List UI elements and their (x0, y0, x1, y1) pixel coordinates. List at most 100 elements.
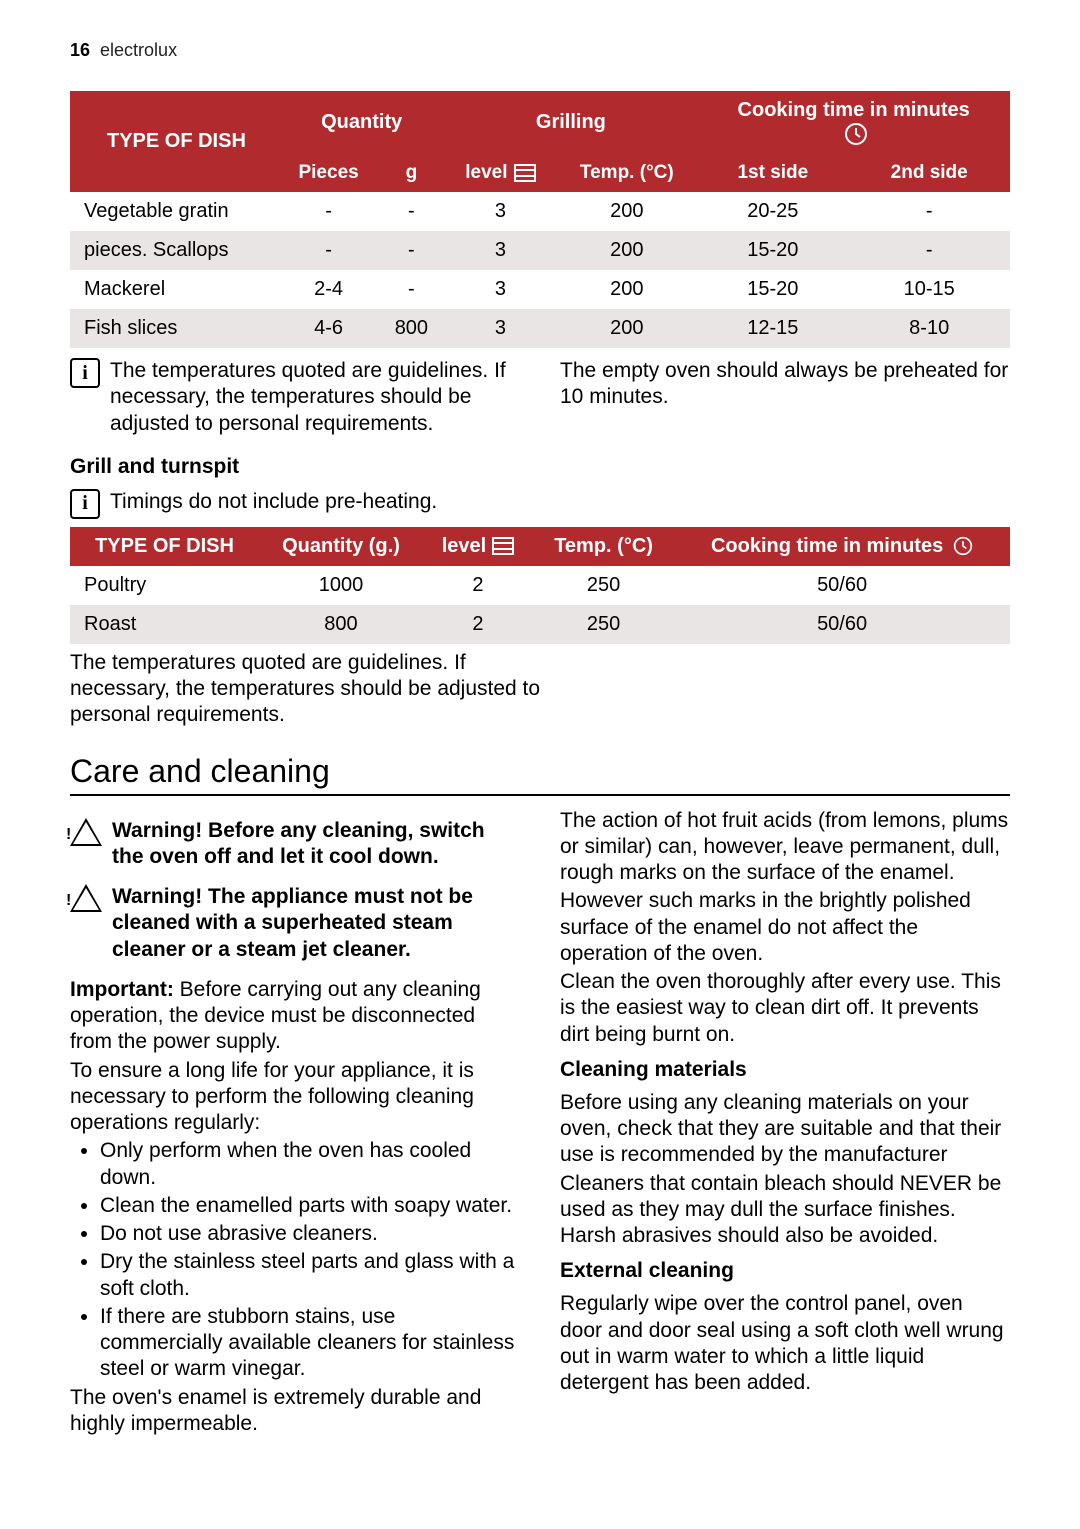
value-cell: 8-10 (848, 309, 1010, 348)
t2-th-cooking-label: Cooking time in minutes (711, 535, 943, 558)
clock-icon (953, 536, 973, 556)
info-icon: i (70, 489, 100, 519)
value-cell: 800 (378, 309, 444, 348)
th-quantity: Quantity (279, 91, 445, 154)
t2-th-cooking: Cooking time in minutes (674, 527, 1010, 566)
th-grilling: Grilling (444, 91, 697, 154)
care-right-para1: The action of hot fruit acids (from lemo… (560, 808, 1010, 887)
value-cell: 1000 (259, 566, 423, 605)
t2-th-level-label: level (442, 535, 486, 558)
th-temp: Temp. (°C) (556, 154, 697, 192)
dish-cell: Fish slices (70, 309, 279, 348)
info-icon: i (70, 358, 100, 388)
clock-icon (844, 122, 868, 146)
value-cell: 4-6 (279, 309, 378, 348)
value-cell: 800 (259, 605, 423, 644)
list-item: Dry the stainless steel parts and glass … (100, 1249, 520, 1302)
value-cell: 3 (444, 231, 556, 270)
list-item: Clean the enamelled parts with soapy wat… (100, 1193, 520, 1219)
value-cell: 200 (556, 231, 697, 270)
note-text-right: The empty oven should always be preheate… (560, 358, 1010, 411)
note-timings-text: Timings do not include pre-heating. (110, 489, 437, 515)
warning-icon: ! (70, 818, 102, 846)
value-cell: 250 (533, 566, 674, 605)
table-row: Vegetable gratin--320020-25- (70, 192, 1010, 231)
th-level-label: level (465, 162, 507, 184)
t2-th-type: TYPE OF DISH (70, 527, 259, 566)
shelf-icon (514, 164, 536, 182)
table-row: Poultry1000225050/60 (70, 566, 1010, 605)
care-para1: To ensure a long life for your appliance… (70, 1058, 520, 1137)
t2-th-level: level (423, 527, 533, 566)
table-row: Mackerel2-4-320015-2010-15 (70, 270, 1010, 309)
dish-cell: pieces. Scallops (70, 231, 279, 270)
important-label: Important: (70, 978, 174, 1001)
value-cell: - (378, 270, 444, 309)
value-cell: 15-20 (697, 231, 848, 270)
ext-para: Regularly wipe over the control panel, o… (560, 1291, 1010, 1396)
note-timings-row: i Timings do not include pre-heating. (70, 489, 1010, 519)
value-cell: 2 (423, 605, 533, 644)
value-cell: 10-15 (848, 270, 1010, 309)
value-cell: 3 (444, 192, 556, 231)
note-text-1: The temperatures quoted are guidelines. … (110, 358, 520, 437)
care-right-para2: However such marks in the brightly polis… (560, 888, 1010, 967)
dish-cell: Mackerel (70, 270, 279, 309)
grilling-table: TYPE OF DISH Quantity Grilling Cooking t… (70, 91, 1010, 348)
t2-th-temp: Temp. (°C) (533, 527, 674, 566)
value-cell: 200 (556, 270, 697, 309)
th-cooking-label: Cooking time in minutes (738, 99, 970, 122)
dish-cell: Poultry (70, 566, 259, 605)
value-cell: 12-15 (697, 309, 848, 348)
th-side2: 2nd side (848, 154, 1010, 192)
t2-th-qty: Quantity (g.) (259, 527, 423, 566)
external-cleaning-heading: External cleaning (560, 1259, 1010, 1283)
th-pieces: Pieces (279, 154, 378, 192)
turnspit-table: TYPE OF DISH Quantity (g.) level Temp. (… (70, 527, 1010, 644)
table-row: Fish slices4-6800320012-158-10 (70, 309, 1010, 348)
cm-para2: Cleaners that contain bleach should NEVE… (560, 1171, 1010, 1250)
th-cooking: Cooking time in minutes (697, 91, 1010, 154)
value-cell: - (279, 231, 378, 270)
value-cell: - (279, 192, 378, 231)
value-cell: - (848, 231, 1010, 270)
value-cell: 200 (556, 309, 697, 348)
table-row: Roast800225050/60 (70, 605, 1010, 644)
value-cell: 50/60 (674, 566, 1010, 605)
warning-1-text: Warning! Before any cleaning, switch the… (112, 818, 520, 871)
warning-2-text: Warning! The appliance must not be clean… (112, 884, 520, 963)
care-bullets: Only perform when the oven has cooled do… (100, 1138, 520, 1382)
shelf-icon (492, 537, 514, 555)
th-g: g (378, 154, 444, 192)
value-cell: 3 (444, 270, 556, 309)
value-cell: 200 (556, 192, 697, 231)
value-cell: 2-4 (279, 270, 378, 309)
value-cell: - (378, 231, 444, 270)
list-item: Only perform when the oven has cooled do… (100, 1138, 520, 1191)
table-row: pieces. Scallops--320015-20- (70, 231, 1010, 270)
warning-1-row: ! Warning! Before any cleaning, switch t… (70, 818, 520, 871)
th-side1: 1st side (697, 154, 848, 192)
value-cell: - (848, 192, 1010, 231)
care-para2: The oven's enamel is extremely durable a… (70, 1385, 520, 1438)
list-item: Do not use abrasive cleaners. (100, 1221, 520, 1247)
cm-para1: Before using any cleaning materials on y… (560, 1090, 1010, 1169)
brand-name: electrolux (100, 40, 177, 61)
important-paragraph: Important: Before carrying out any clean… (70, 977, 520, 1056)
care-right-para3: Clean the oven thoroughly after every us… (560, 969, 1010, 1048)
th-type: TYPE OF DISH (70, 91, 279, 192)
value-cell: 20-25 (697, 192, 848, 231)
grill-turnspit-heading: Grill and turnspit (70, 455, 1010, 479)
note-info-1: i The temperatures quoted are guidelines… (70, 358, 520, 437)
care-cleaning-heading: Care and cleaning (70, 753, 1010, 796)
value-cell: - (378, 192, 444, 231)
value-cell: 3 (444, 309, 556, 348)
warning-2-row: ! Warning! The appliance must not be cle… (70, 884, 520, 963)
th-level: level (444, 154, 556, 192)
value-cell: 250 (533, 605, 674, 644)
dish-cell: Vegetable gratin (70, 192, 279, 231)
list-item: If there are stubborn stains, use commer… (100, 1304, 520, 1383)
value-cell: 2 (423, 566, 533, 605)
note-2: The temperatures quoted are guidelines. … (70, 650, 550, 729)
page-number: 16 (70, 40, 90, 61)
